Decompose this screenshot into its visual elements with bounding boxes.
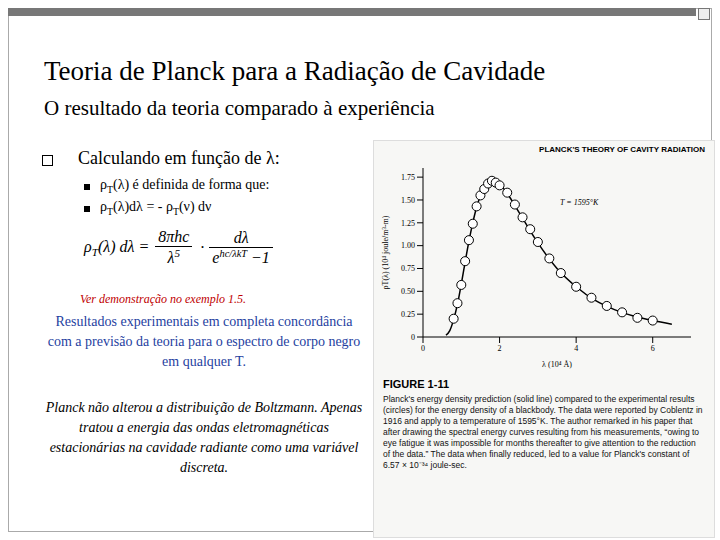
html-text:λ5: λ5 [167,247,181,267]
svg-text:1.75: 1.75 [401,173,415,182]
html-text:Teoria de Planck para a Radiaç: Teoria de Planck para a Radiação de Cavi… [44,56,546,86]
svg-text:0: 0 [411,333,415,342]
html-text:ρT(λ) é definida de forma que:: ρT(λ) é definida de forma que: [100,177,270,195]
svg-text:0: 0 [421,344,425,353]
html-text:Calculando em função de λ:: Calculando em função de λ: [78,148,280,168]
html-text:ρT(λ) dλ =: ρT(λ) dλ = [84,237,150,258]
svg-text:6: 6 [651,344,655,353]
svg-text:0.75: 0.75 [401,264,415,273]
html-text:O resultado da teoria comparad: O resultado da teoria comparado à experi… [44,96,435,120]
html-text:Planck's energy density predic: Planck's energy density prediction (soli… [383,394,703,470]
html-text:dλ: dλ [233,228,249,246]
html-text:PLANCK'S THEORY OF CAVITY RADI: PLANCK'S THEORY OF CAVITY RADIATION [539,145,705,154]
html-text:ehc/λkT −1: ehc/λkT −1 [212,247,270,266]
svg-text:1.25: 1.25 [401,219,415,228]
svg-text:λ (10⁴ Å): λ (10⁴ Å) [542,360,572,369]
html-text:ρT(λ)dλ = - ρT(ν) dν: ρT(λ)dλ = - ρT(ν) dν [100,199,212,217]
html-text:FIGURE 1-11: FIGURE 1-11 [383,378,449,390]
svg-text:2: 2 [498,344,502,353]
svg-text:4: 4 [574,344,578,353]
html-text:Planck não alterou a distribui: Planck não alterou a distribuição de Bol… [45,400,363,475]
html-text:Ver demonstração no exemplo 1.: Ver demonstração no exemplo 1.5. [80,292,246,306]
svg-text:0.25: 0.25 [401,310,415,319]
svg-text:0.50: 0.50 [401,287,415,296]
html-text:8πhc: 8πhc [158,228,190,245]
svg-text:ρT(λ) (10⁴ joule/m³-m): ρT(λ) (10⁴ joule/m³-m) [381,215,390,289]
svg-text:1.50: 1.50 [401,196,415,205]
html-text:T = 1595°K: T = 1595°K [560,198,599,207]
svg-text:1.00: 1.00 [401,241,415,250]
html-text:Resultados experimentais em co: Resultados experimentais em completa con… [47,314,361,369]
